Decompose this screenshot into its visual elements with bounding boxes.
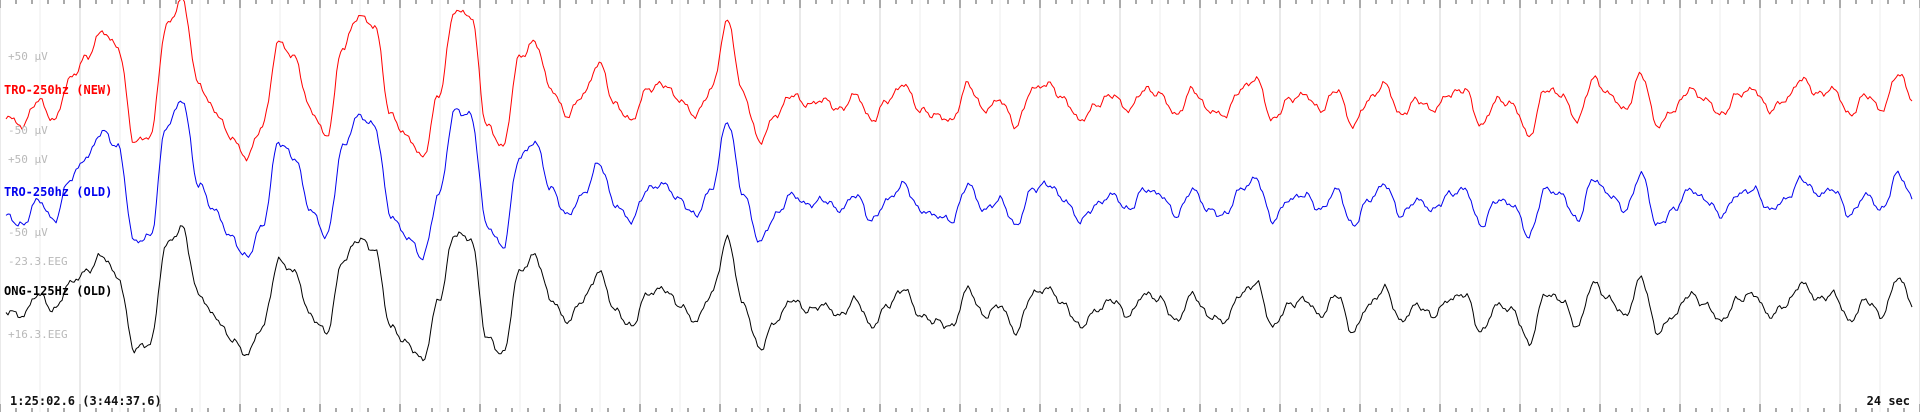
ch3-channel-label[interactable]: ONG-125Hz (OLD): [4, 284, 113, 298]
ch1-scale-bottom-label: -50 µV: [8, 124, 48, 137]
duration-label: 24 sec: [1866, 394, 1910, 408]
ch1-scale-top-label: +50 µV: [8, 50, 48, 63]
ch2-scale-top-label: +50 µV: [8, 153, 48, 166]
channel-trace-3: [5, 225, 1913, 362]
timestamp-label: 1:25:02.6 (3:44:37.6): [10, 394, 162, 408]
channel-trace-1: [5, 0, 1913, 162]
channel-traces: [5, 0, 1913, 362]
ch3-scale-bottom-label: +16.3.EEG: [8, 328, 68, 341]
ch1-channel-label[interactable]: TRO-250hz (NEW): [4, 83, 113, 97]
ch3-scale-top-label: -23.3.EEG: [8, 255, 68, 268]
ch2-scale-bottom-label: -50 µV: [8, 226, 48, 239]
channel-trace-2: [5, 100, 1913, 261]
ch2-channel-label[interactable]: TRO-250hz (OLD): [4, 185, 113, 199]
